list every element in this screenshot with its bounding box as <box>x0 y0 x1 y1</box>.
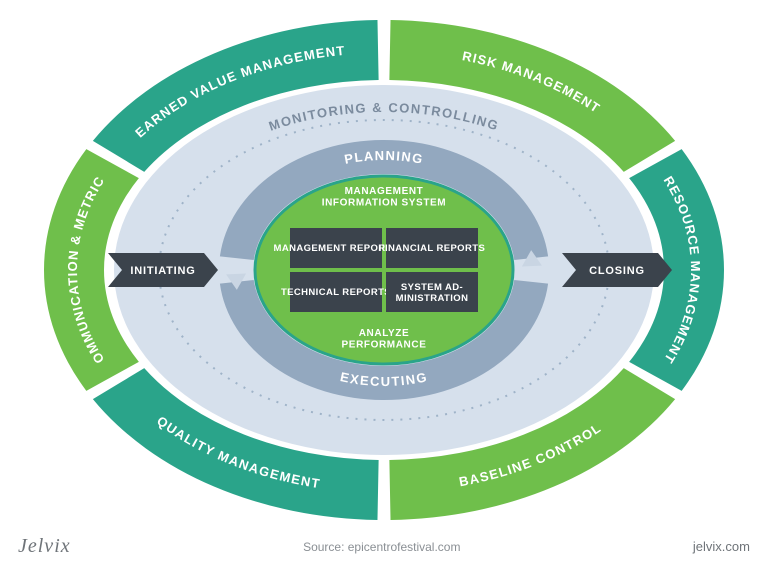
brand-logo: Jelvix <box>18 535 71 558</box>
footer: Jelvix Source: epicentrofestival.com jel… <box>0 535 768 558</box>
diagram-svg: RISK MANAGEMENTRESOURCE MANAGEMENTBASELI… <box>0 0 768 566</box>
closing-label: CLOSING <box>589 265 645 277</box>
initiating-label: INITIATING <box>130 265 195 277</box>
core-box-label: FINANCIAL REPORTS <box>379 243 485 254</box>
diagram-stage: RISK MANAGEMENTRESOURCE MANAGEMENTBASELI… <box>0 0 768 566</box>
core-box-label: TECHNICAL REPORTS <box>281 287 391 298</box>
source-text: Source: epicentrofestival.com <box>303 540 460 554</box>
core-box-label: SYSTEM AD-MINISTRATION <box>396 282 469 304</box>
site-url: jelvix.com <box>693 539 750 554</box>
